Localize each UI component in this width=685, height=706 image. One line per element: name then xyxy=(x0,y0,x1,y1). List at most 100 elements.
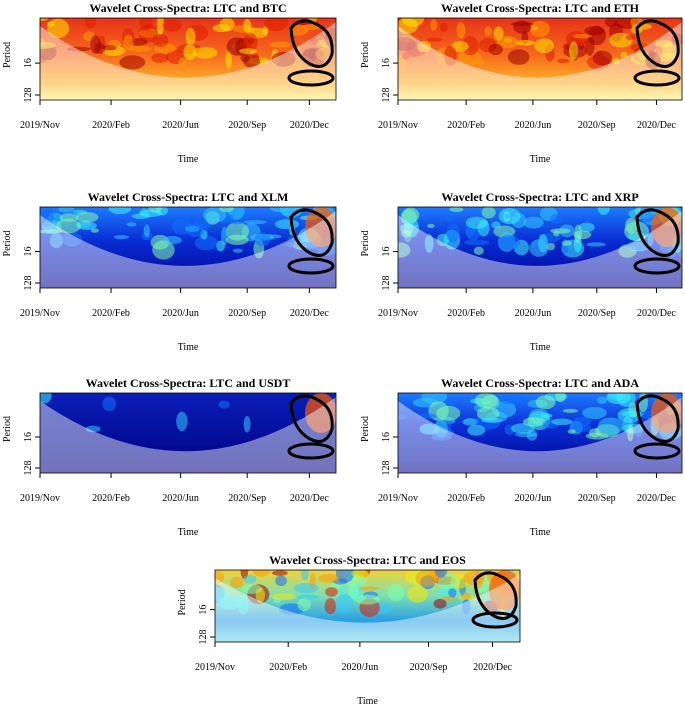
heatmap-blob xyxy=(491,221,501,229)
x-tick-label: 2020/Jun xyxy=(515,120,552,131)
x-tick-label: 2020/Sep xyxy=(410,662,448,673)
x-tick-label: 2019/Nov xyxy=(195,662,235,673)
heatmap-blob xyxy=(297,594,319,600)
heatmap-blob xyxy=(534,38,555,54)
x-tick-label: 2020/Sep xyxy=(578,493,616,504)
heatmap-blob xyxy=(555,393,566,403)
contour xyxy=(635,19,680,68)
heatmap xyxy=(215,570,520,642)
heatmap-blob xyxy=(178,57,187,69)
heatmap-blob xyxy=(108,207,132,215)
heatmap-blob xyxy=(584,26,605,36)
heatmap-hot xyxy=(489,570,520,610)
heatmap-blob xyxy=(550,228,571,234)
heatmap-blob xyxy=(507,49,530,65)
heatmap-blob xyxy=(156,18,165,35)
heatmap-blob xyxy=(462,418,479,426)
contour xyxy=(633,442,681,460)
heatmap-blob xyxy=(484,26,492,37)
heatmap-blob xyxy=(574,224,582,244)
heatmap-blob xyxy=(339,584,348,597)
heatmap-blob xyxy=(309,37,319,45)
contour xyxy=(633,257,681,275)
heatmap-blob xyxy=(183,44,197,61)
heatmap-blob xyxy=(473,246,484,255)
heatmap-blob xyxy=(609,32,633,48)
heatmap-blob xyxy=(612,57,620,65)
heatmap-blob xyxy=(433,598,447,609)
heatmap-blob xyxy=(604,18,617,28)
heatmap-blob xyxy=(458,50,482,66)
cone-of-influence xyxy=(398,397,682,473)
plot-frame xyxy=(39,17,337,101)
plot-frame xyxy=(397,392,683,474)
heatmap-blob xyxy=(434,570,448,578)
cone-of-influence xyxy=(398,211,682,288)
heatmap xyxy=(398,18,682,100)
heatmap-blob xyxy=(529,239,549,257)
x-tick-label: 2020/Jun xyxy=(162,493,199,504)
heatmap-blob xyxy=(493,26,504,41)
x-tick-label: 2020/Feb xyxy=(92,308,130,319)
x-tick-label: 2019/Nov xyxy=(378,120,418,131)
heatmap-blob xyxy=(40,41,56,49)
heatmap-blob xyxy=(498,234,520,250)
y-axis-label: Period xyxy=(360,230,371,256)
x-tick-label: 2020/Feb xyxy=(92,120,130,131)
heatmap-blob xyxy=(152,33,169,47)
heatmap-blob xyxy=(481,417,503,423)
x-tick-label: 2019/Nov xyxy=(378,493,418,504)
heatmap-blob xyxy=(269,41,291,48)
x-tick-label: 2020/Sep xyxy=(578,308,616,319)
contour xyxy=(633,69,681,87)
heatmap-blob xyxy=(597,417,624,436)
heatmap-blob xyxy=(176,411,188,432)
x-tick-label: 2020/Dec xyxy=(637,120,676,131)
heatmap-blob xyxy=(85,425,101,433)
contour xyxy=(289,394,334,443)
plot-frame xyxy=(214,569,521,643)
heatmap-blob xyxy=(264,18,289,32)
heatmap-blob xyxy=(398,37,416,52)
x-tick-label: 2019/Nov xyxy=(378,308,418,319)
contour xyxy=(287,442,335,460)
heatmap-blob xyxy=(252,570,271,577)
heatmap-blob xyxy=(90,228,99,233)
heatmap-blob xyxy=(549,213,563,224)
heatmap-blob xyxy=(461,36,479,56)
panel-title: Wavelet Cross-Spectra: LTC and XLM xyxy=(88,190,289,204)
heatmap-blob xyxy=(318,573,339,583)
x-axis-label: Time xyxy=(530,154,551,165)
heatmap-blob xyxy=(229,576,244,589)
heatmap-blob xyxy=(324,598,337,615)
heatmap-blob xyxy=(271,51,296,67)
heatmap-blob xyxy=(66,46,91,52)
y-axis-label: Period xyxy=(360,42,371,68)
y-axis-label: Period xyxy=(360,416,371,442)
heatmap-blob xyxy=(407,585,429,603)
heatmap-blob xyxy=(242,18,252,33)
heatmap-blob xyxy=(634,427,643,437)
heatmap-blob xyxy=(436,405,461,421)
heatmap-blob xyxy=(567,429,576,434)
heatmap-blob xyxy=(437,573,459,590)
heatmap-blob xyxy=(225,234,249,246)
contour xyxy=(635,208,680,257)
heatmap-blob xyxy=(151,53,169,63)
heatmap-blob xyxy=(293,582,319,594)
heatmap-blob xyxy=(219,207,234,213)
heatmap-blob xyxy=(90,35,101,54)
heatmap-blob xyxy=(476,406,500,421)
panel-title: Wavelet Cross-Spectra: LTC and ADA xyxy=(441,376,639,390)
heatmap-blob xyxy=(427,223,435,229)
heatmap xyxy=(40,393,336,473)
heatmap-blob xyxy=(192,46,218,59)
heatmap-blob xyxy=(510,21,534,27)
heatmap-blob xyxy=(40,207,54,227)
heatmap-blob xyxy=(139,18,153,31)
contour xyxy=(471,611,519,629)
heatmap-blob xyxy=(460,592,472,600)
heatmap-bg xyxy=(40,393,336,473)
heatmap-blob xyxy=(102,396,117,412)
contour xyxy=(635,394,680,443)
